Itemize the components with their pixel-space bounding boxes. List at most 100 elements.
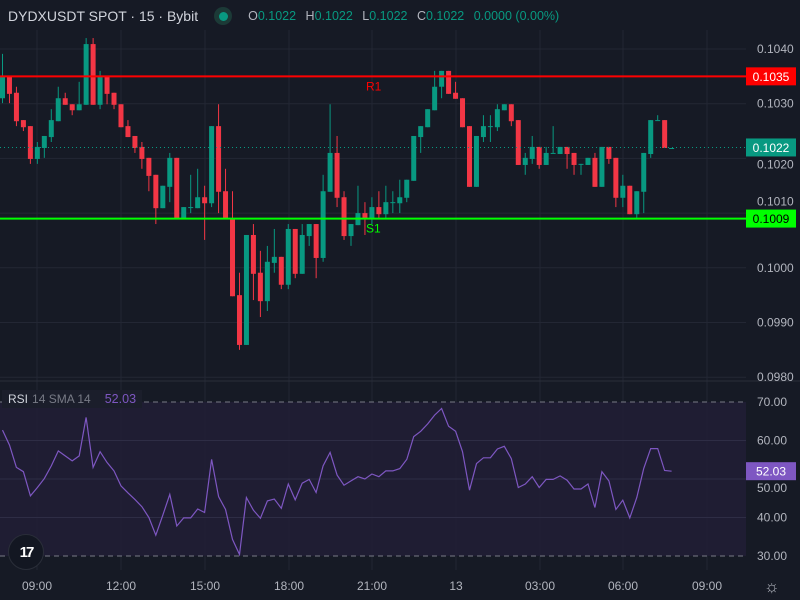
settings-gear-icon[interactable]: ☼ xyxy=(764,577,780,596)
candle-up xyxy=(529,146,535,159)
candle-down xyxy=(146,157,152,176)
candle-up xyxy=(0,75,5,99)
rsi-value-badge-bg xyxy=(746,462,796,481)
time-tick-label: 18:00 xyxy=(274,579,304,593)
close-label: C xyxy=(416,9,426,23)
rsi-name: RSI xyxy=(8,392,29,406)
symbol-title[interactable]: DYDXUSDT SPOT · 15 · Bybit xyxy=(8,8,199,24)
rsi-line xyxy=(1,407,672,557)
candle-down xyxy=(69,104,75,111)
candle-up xyxy=(48,120,54,138)
rsi-value-badge: 52.03 xyxy=(756,465,786,479)
candle-up xyxy=(480,126,486,138)
chart-legend: DYDXUSDT SPOT · 15 · Bybit O0.1022 H0.10… xyxy=(8,7,559,25)
candles xyxy=(0,38,675,350)
candle-down xyxy=(230,218,236,297)
candle-up xyxy=(306,224,312,237)
candle-up xyxy=(550,152,556,154)
candle-up xyxy=(383,202,389,215)
candle-up xyxy=(418,126,424,138)
support-label: S1 xyxy=(366,222,381,236)
resistance-price-badge: 0.1035 xyxy=(753,70,790,84)
candle-down xyxy=(334,152,340,198)
candle-up xyxy=(264,261,270,302)
price-tick-label: 0.0980 xyxy=(757,370,794,384)
candle-up xyxy=(648,120,654,155)
resistance-price-badge-bg xyxy=(746,67,796,86)
candle-up xyxy=(473,135,479,187)
candle-down xyxy=(125,126,131,138)
candle-down xyxy=(20,120,26,128)
price-tick-label: 0.0990 xyxy=(757,316,794,330)
candle-down xyxy=(508,104,514,122)
high-value: 0.1022 xyxy=(314,9,353,23)
rsi-tick-label: 70.00 xyxy=(757,395,787,409)
candle-down xyxy=(362,213,368,220)
candle-up xyxy=(522,157,528,165)
candle-up xyxy=(181,207,187,220)
candle-up xyxy=(641,152,647,192)
candle-down xyxy=(6,75,12,94)
open-label: O xyxy=(248,9,258,23)
price-tick-label: 0.1030 xyxy=(757,97,794,111)
candle-down xyxy=(460,98,466,128)
candle-up xyxy=(327,152,333,192)
candle-up xyxy=(578,163,584,165)
candle-down xyxy=(111,92,117,105)
candle-down xyxy=(62,98,68,105)
candle-up xyxy=(599,146,605,187)
candle-down xyxy=(236,295,242,345)
candle-up xyxy=(320,191,326,258)
candle-up xyxy=(41,135,47,149)
candle-down xyxy=(564,146,570,155)
candle-down xyxy=(202,197,208,204)
time-tick-label: 12:00 xyxy=(106,579,136,593)
candle-up xyxy=(76,104,82,111)
candle-down xyxy=(536,146,542,165)
candle-up xyxy=(494,109,500,128)
candle-up xyxy=(404,179,410,198)
time-tick-label: 06:00 xyxy=(608,579,638,593)
candle-down xyxy=(313,224,319,258)
candle-up xyxy=(397,197,403,204)
price-tick-label: 0.1000 xyxy=(757,261,794,275)
candle-up xyxy=(271,256,277,263)
candle-up xyxy=(487,126,493,128)
candle-up xyxy=(425,109,431,128)
candle-up xyxy=(160,185,166,209)
candle-up xyxy=(390,202,396,204)
candle-down xyxy=(153,174,159,209)
candle-down xyxy=(104,75,110,94)
candle-up xyxy=(83,44,89,105)
market-status-icon[interactable] xyxy=(214,7,233,25)
candle-down xyxy=(223,191,229,220)
rsi-legend[interactable]: RSI 14 SMA 14 52.03 xyxy=(2,390,143,408)
candle-down xyxy=(662,120,668,149)
candle-up xyxy=(55,98,61,122)
time-tick-label: 09:00 xyxy=(692,579,722,593)
price-tick-label: 0.1040 xyxy=(757,42,794,56)
candle-up xyxy=(501,104,507,111)
candle-up xyxy=(655,120,661,122)
candle-down xyxy=(118,104,124,128)
candle-down xyxy=(278,256,284,285)
candle-up xyxy=(299,234,305,274)
candle-up xyxy=(195,197,201,209)
candle-down xyxy=(13,92,19,122)
candle-up xyxy=(432,86,438,111)
candle-down xyxy=(613,157,619,198)
time-tick-label: 09:00 xyxy=(22,579,52,593)
tradingview-logo-icon[interactable]: 17 xyxy=(8,534,44,570)
rsi-tick-label: 40.00 xyxy=(757,511,787,525)
time-tick-label: 03:00 xyxy=(525,579,555,593)
last-price-badge: 0.1022 xyxy=(753,141,790,155)
low-value: 0.1022 xyxy=(369,9,408,23)
candle-down xyxy=(453,92,459,99)
candle-up xyxy=(557,146,563,155)
candle-down xyxy=(139,146,145,159)
candle-up xyxy=(243,234,249,345)
candle-up xyxy=(620,185,626,198)
candle-down xyxy=(446,70,452,94)
last-price-badge-bg xyxy=(746,138,796,157)
